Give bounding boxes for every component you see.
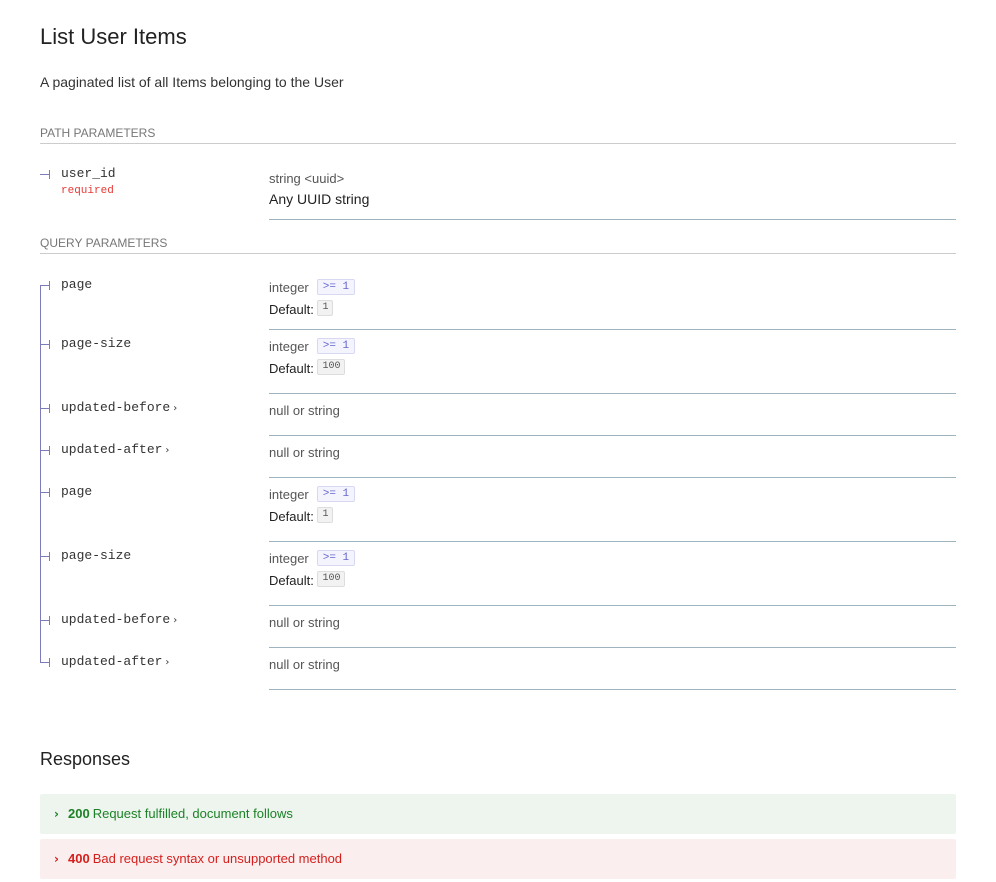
param-name-text: updated-after: [61, 442, 163, 457]
param-name[interactable]: updated-before ›: [61, 612, 177, 627]
param-type-text: integer: [269, 339, 309, 354]
default-label: Default:: [269, 509, 314, 524]
param-name-text: page: [61, 277, 93, 292]
page-title: List User Items: [40, 24, 187, 49]
param-row-updated-after[interactable]: updated-after › null or string: [40, 648, 956, 690]
response-400[interactable]: › 400 Bad request syntax or unsupported me…: [40, 839, 956, 879]
path-parameters-header: PATH PARAMETERS: [40, 126, 956, 144]
param-type: integer >= 1: [269, 486, 356, 502]
response-code: 400: [68, 851, 90, 866]
param-name: user_id: [61, 166, 116, 181]
chevron-right-icon[interactable]: ›: [165, 445, 170, 456]
tree-line: [40, 394, 41, 436]
param-row-updated-after[interactable]: updated-after › null or string: [40, 436, 956, 478]
tree-tick: [40, 552, 50, 561]
default-badge: 100: [317, 359, 346, 375]
param-row-page: page integer >= 1 Default: 1: [40, 271, 956, 330]
param-type-text: null or string: [269, 445, 340, 460]
responses-title: Responses: [40, 749, 131, 769]
default-value: Default: 100: [269, 359, 346, 376]
default-value: Default: 100: [269, 571, 346, 588]
param-name: page-size: [61, 336, 131, 351]
required-label: required: [61, 185, 114, 197]
param-name-text: updated-before: [61, 400, 171, 415]
param-name-text: updated-after: [61, 654, 163, 669]
chevron-right-icon: ›: [54, 807, 59, 821]
operation-description: A paginated list of all Items belonging …: [40, 74, 344, 90]
response-description: Request fulfilled, document follows: [92, 806, 293, 821]
param-name[interactable]: updated-before ›: [61, 400, 177, 415]
chevron-right-icon[interactable]: ›: [165, 657, 170, 668]
tree-line: [40, 330, 41, 394]
param-name-text: page: [61, 484, 93, 499]
default-value: Default: 1: [269, 507, 334, 524]
default-label: Default:: [269, 361, 314, 376]
tree-line: [40, 542, 41, 606]
param-row-page-size: page-size integer >= 1 Default: 100: [40, 330, 956, 394]
param-type-text: integer: [269, 280, 309, 295]
param-row-user-id: user_id required string <uuid> Any UUID …: [40, 160, 956, 220]
constraint-badge: >= 1: [316, 338, 356, 354]
param-type: integer >= 1: [269, 279, 356, 295]
param-type-text: integer: [269, 487, 309, 502]
chevron-right-icon: ›: [54, 852, 59, 866]
param-type-text: null or string: [269, 615, 340, 630]
tree-tick: [40, 446, 50, 455]
tree-tick: [40, 404, 50, 413]
default-value: Default: 1: [269, 300, 334, 317]
param-type: null or string: [269, 657, 340, 672]
param-description: Any UUID string: [269, 191, 370, 207]
param-name-text: page-size: [61, 548, 132, 563]
param-name: page: [61, 277, 92, 292]
tree-tick: [40, 340, 50, 349]
chevron-right-icon[interactable]: ›: [173, 403, 178, 414]
param-type: null or string: [269, 615, 340, 630]
tree-line: [40, 648, 41, 663]
param-row-updated-before[interactable]: updated-before › null or string: [40, 606, 956, 648]
param-row-page: page integer >= 1 Default: 1: [40, 478, 956, 542]
param-type: null or string: [269, 403, 340, 418]
response-description: Bad request syntax or unsupported method: [92, 851, 343, 866]
query-parameters-header: QUERY PARAMETERS: [40, 236, 956, 254]
tree-tick: [40, 658, 50, 667]
default-badge: 1: [317, 507, 334, 523]
chevron-right-icon[interactable]: ›: [173, 615, 178, 626]
constraint-badge: >= 1: [316, 486, 356, 502]
param-row-page-size: page-size integer >= 1 Default: 100: [40, 542, 956, 606]
param-type: integer >= 1: [269, 338, 356, 354]
param-type: integer >= 1: [269, 550, 356, 566]
tree-line: [40, 606, 41, 648]
param-name: page-size: [61, 548, 131, 563]
tree-tick: [40, 170, 50, 179]
tree-line: [40, 285, 41, 330]
default-label: Default:: [269, 302, 314, 317]
param-type-text: null or string: [269, 657, 340, 672]
constraint-badge: >= 1: [316, 550, 356, 566]
tree-tick: [40, 488, 50, 497]
param-type-text: null or string: [269, 403, 340, 418]
default-badge: 100: [317, 571, 346, 587]
param-type-text: integer: [269, 551, 309, 566]
param-name[interactable]: updated-after ›: [61, 654, 169, 669]
param-row-updated-before[interactable]: updated-before › null or string: [40, 394, 956, 436]
param-type: string <uuid>: [269, 171, 345, 186]
param-name: page: [61, 484, 92, 499]
default-label: Default:: [269, 573, 314, 588]
param-name-text: page-size: [61, 336, 132, 351]
tree-line: [40, 478, 41, 542]
param-name-text: updated-before: [61, 612, 171, 627]
tree-tick: [40, 281, 50, 290]
param-name[interactable]: updated-after ›: [61, 442, 169, 457]
response-200[interactable]: › 200 Request fulfilled, document follows: [40, 794, 956, 834]
response-code: 200: [68, 806, 90, 821]
param-type: null or string: [269, 445, 340, 460]
constraint-badge: >= 1: [316, 279, 356, 295]
tree-tick: [40, 616, 50, 625]
tree-line: [40, 436, 41, 478]
default-badge: 1: [317, 300, 334, 316]
